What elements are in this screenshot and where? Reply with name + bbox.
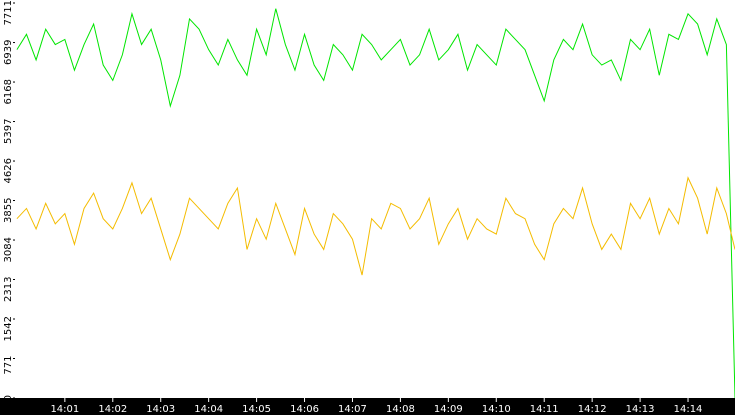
x-tick-label: 14:06 (290, 404, 319, 415)
x-tick-label: 14:12 (578, 404, 607, 415)
x-tick-label: 14:07 (338, 404, 367, 415)
x-tick-label: 14:04 (194, 404, 223, 415)
x-tick-label: 14:03 (146, 404, 175, 415)
y-tick-label: 3084 (3, 237, 14, 262)
x-tick-label: 14:10 (482, 404, 511, 415)
x-tick-label: 14:08 (386, 404, 415, 415)
y-tick-label: 6939 (3, 40, 14, 65)
x-tick-label: 14:13 (626, 404, 655, 415)
series-line (16, 176, 735, 276)
y-tick-label: 0 (3, 395, 14, 401)
x-tick-label: 14:11 (530, 404, 559, 415)
x-axis-band (0, 398, 735, 415)
x-tick-label: 14:09 (434, 404, 463, 415)
y-tick-label: 5397 (3, 119, 14, 144)
series-line (16, 8, 735, 399)
y-tick-label: 4626 (3, 158, 14, 183)
y-tick-label: 7711 (3, 0, 14, 25)
x-tick-label: 14:14 (674, 404, 703, 415)
x-tick-label: 14:02 (98, 404, 127, 415)
y-tick-label: 2313 (3, 277, 14, 302)
x-tick-label: 14:05 (242, 404, 271, 415)
y-tick-label: 771 (3, 356, 14, 375)
y-tick-label: 6168 (3, 79, 14, 104)
y-tick-label: 1542 (3, 316, 14, 341)
x-tick-label: 14:01 (50, 404, 79, 415)
y-tick-label: 3855 (3, 198, 14, 223)
